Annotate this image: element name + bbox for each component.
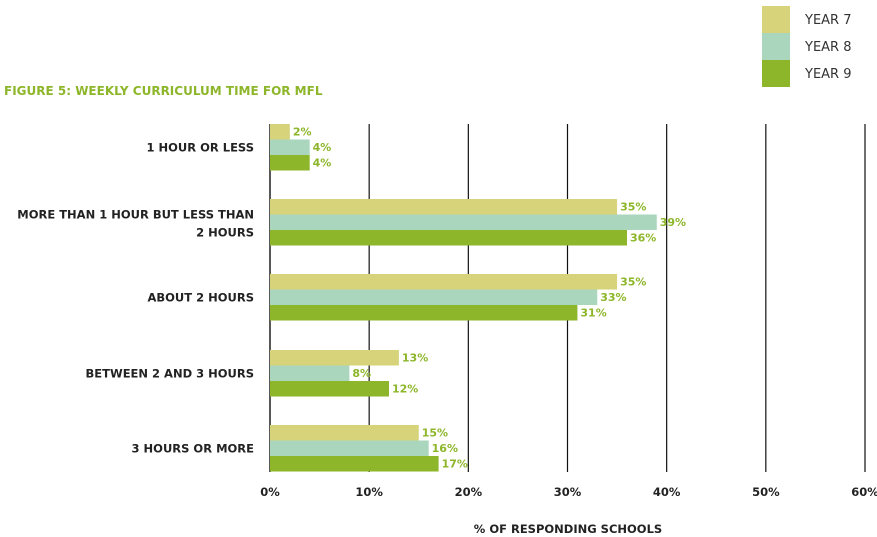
x-tick-label: 50% (752, 485, 780, 499)
data-label: 16% (432, 442, 458, 455)
category-label: ABOUT 2 HOURS (147, 290, 254, 304)
data-label: 4% (313, 141, 332, 154)
data-label: 13% (402, 352, 428, 365)
data-label: 39% (660, 216, 686, 229)
x-tick-label: 0% (260, 485, 280, 499)
x-tick-label: 60% (851, 485, 877, 499)
legend-swatch (762, 6, 790, 33)
x-tick-label: 40% (653, 485, 681, 499)
bar (270, 214, 657, 230)
legend-swatch (762, 33, 790, 60)
bar (270, 124, 290, 140)
bar (270, 440, 429, 456)
x-axis-title: % OF RESPONDING SCHOOLS (474, 522, 662, 536)
legend-label: YEAR 7 (804, 13, 851, 28)
data-label: 36% (630, 232, 656, 245)
data-label: 31% (580, 307, 606, 320)
x-tick-label: 30% (554, 485, 582, 499)
data-label: 35% (620, 276, 646, 289)
legend-swatch (762, 60, 790, 87)
data-label: 15% (422, 427, 448, 440)
data-label: 12% (392, 383, 418, 396)
bar (270, 456, 439, 472)
category-label: 3 HOURS OR MORE (132, 441, 255, 455)
legend-label: YEAR 8 (804, 40, 851, 55)
x-tick-label: 10% (355, 485, 383, 499)
category-label-line: MORE THAN 1 HOUR BUT LESS THAN (17, 207, 254, 221)
bar (270, 289, 598, 305)
bar (270, 365, 350, 381)
data-label: 33% (600, 291, 626, 304)
bar (270, 425, 419, 441)
data-label: 2% (293, 126, 312, 139)
data-label: 4% (313, 157, 332, 170)
data-label: 35% (620, 201, 646, 214)
chart-title: FIGURE 5: WEEKLY CURRICULUM TIME FOR MFL (4, 84, 323, 98)
data-label: 17% (442, 458, 468, 471)
bar (270, 350, 399, 366)
x-tick-label: 20% (455, 485, 483, 499)
bar (270, 274, 618, 290)
bar (270, 305, 578, 321)
category-label: 1 HOUR OR LESS (147, 140, 254, 154)
category-label: BETWEEN 2 AND 3 HOURS (86, 366, 254, 380)
category-label: MORE THAN 1 HOUR BUT LESS THAN 2 HOURS (17, 207, 254, 239)
bar (270, 139, 310, 155)
bar (270, 381, 389, 397)
data-label: 8% (352, 367, 371, 380)
category-label-line: 2 HOURS (196, 225, 254, 239)
bar (270, 199, 618, 215)
bar (270, 230, 627, 246)
bar (270, 155, 310, 171)
legend-label: YEAR 9 (804, 67, 851, 82)
